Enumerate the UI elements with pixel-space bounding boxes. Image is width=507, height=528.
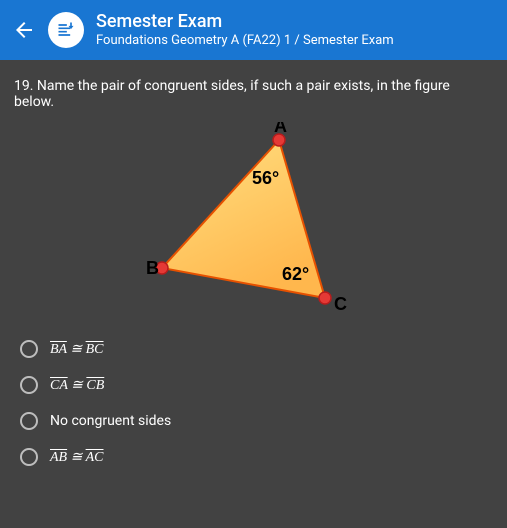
- angle-label-c: 62°: [282, 264, 309, 284]
- radio-button[interactable]: [20, 340, 38, 358]
- option-3[interactable]: AB ≅ AC: [20, 448, 493, 466]
- radio-button[interactable]: [20, 448, 38, 466]
- document-icon: [48, 12, 84, 48]
- radio-button[interactable]: [20, 376, 38, 394]
- breadcrumb: Foundations Geometry A (FA22) 1 / Semest…: [96, 33, 394, 49]
- option-2[interactable]: No congruent sides: [20, 412, 493, 430]
- back-button[interactable]: [12, 18, 36, 42]
- option-label: AB ≅ AC: [50, 449, 103, 466]
- figure-container: A B C 56° 62°: [14, 122, 493, 322]
- option-1[interactable]: CA ≅ CB: [20, 376, 493, 394]
- option-0[interactable]: BA ≅ BC: [20, 340, 493, 358]
- answer-options: BA ≅ BC CA ≅ CB No congruent sides AB ≅ AC: [14, 340, 493, 466]
- app-header: Semester Exam Foundations Geometry A (FA…: [0, 0, 507, 60]
- header-text: Semester Exam Foundations Geometry A (FA…: [96, 11, 394, 48]
- arrow-left-icon: [12, 18, 36, 42]
- triangle-figure: A B C 56° 62°: [144, 122, 364, 322]
- option-label: No congruent sides: [50, 413, 171, 429]
- question-prompt: 19. Name the pair of congruent sides, if…: [14, 78, 493, 110]
- option-label: CA ≅ CB: [50, 377, 104, 394]
- vertex-label-b: B: [146, 258, 159, 278]
- vertex-label-c: C: [334, 294, 347, 314]
- angle-label-a: 56°: [252, 168, 279, 188]
- exam-title: Semester Exam: [96, 11, 394, 33]
- option-label: BA ≅ BC: [50, 341, 103, 358]
- vertex-label-a: A: [274, 122, 287, 136]
- question-content: 19. Name the pair of congruent sides, if…: [0, 60, 507, 484]
- radio-button[interactable]: [20, 412, 38, 430]
